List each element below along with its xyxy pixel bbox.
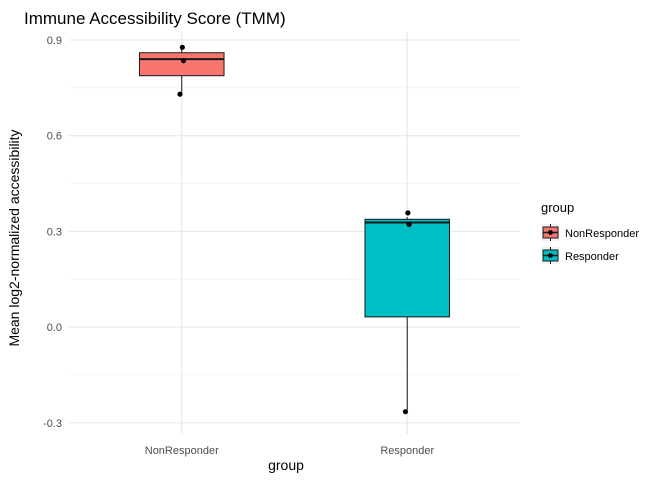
data-point <box>177 91 183 97</box>
legend: group NonResponder Responder <box>541 200 639 264</box>
data-point <box>179 44 185 50</box>
y-tick-label: 0.3 <box>47 226 62 238</box>
y-tick-label: -0.3 <box>43 418 62 430</box>
chart-title: Immune Accessibility Score (TMM) <box>24 9 286 28</box>
y-axis-title: Mean log2-normalized accessibility <box>6 129 22 346</box>
legend-label: Responder <box>565 251 619 263</box>
legend-title: group <box>541 200 574 215</box>
x-tick-label: Responder <box>380 445 434 457</box>
y-tick-label: 0.0 <box>47 322 62 334</box>
y-tick-label: 0.6 <box>47 131 62 143</box>
box-nonresponder <box>138 52 225 77</box>
x-tick-label: NonResponder <box>145 445 219 457</box>
data-point <box>402 409 409 415</box>
legend-point <box>548 230 553 235</box>
y-tick-label: 0.9 <box>47 35 62 47</box>
data-point <box>180 58 187 64</box>
data-point <box>405 210 411 216</box>
box-responder <box>364 218 451 318</box>
legend-point <box>548 253 553 258</box>
data-point <box>406 221 412 227</box>
legend-label: NonResponder <box>565 228 639 240</box>
x-axis-title: group <box>268 457 304 473</box>
